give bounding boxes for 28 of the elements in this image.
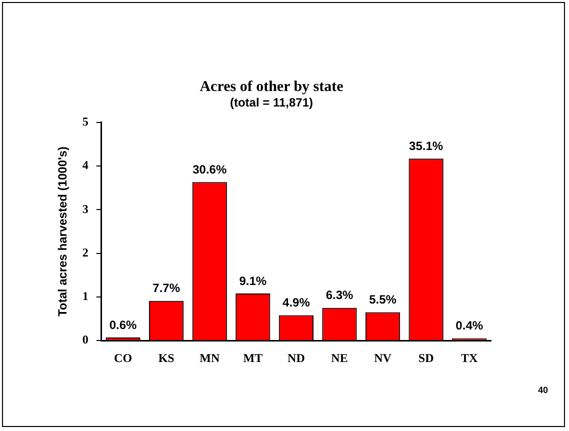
x-tick-label: NV <box>374 350 392 365</box>
annotation: 5.5% <box>369 292 397 307</box>
annotation: 7.7% <box>152 281 180 296</box>
annotation: 30.6% <box>192 162 227 176</box>
chart-subtitle: (total = 11,871) <box>230 96 314 110</box>
annotation: 4.9% <box>282 296 310 310</box>
y-tick-label: 0 <box>82 332 88 347</box>
chart-title: Acres of other by state <box>200 78 344 95</box>
y-axis-title: Total acres harvested (1000's) <box>56 146 70 317</box>
annotation: 9.1% <box>239 274 267 288</box>
annotation: 0.4% <box>456 318 484 333</box>
annotation: 0.6% <box>109 318 138 332</box>
x-tick-label: CO <box>114 350 132 365</box>
y-tick-label: 5 <box>82 114 88 128</box>
x-tick-label: MN <box>200 350 220 365</box>
x-tick-label: SD <box>418 350 434 365</box>
annotation: 6.3% <box>326 288 354 302</box>
y-tick-label: 2 <box>82 245 88 260</box>
x-tick-label: NE <box>331 350 348 365</box>
annotation: 35.1% <box>409 138 444 153</box>
x-tick-label: TX <box>461 350 478 365</box>
y-tick-label: 4 <box>82 158 88 172</box>
y-tick-label: 3 <box>82 202 88 216</box>
text: 40 <box>538 384 548 395</box>
x-tick-label: KS <box>158 350 175 365</box>
x-tick-label: MT <box>243 350 263 365</box>
x-tick-label: ND <box>288 350 306 365</box>
y-tick-label: 1 <box>82 289 88 304</box>
